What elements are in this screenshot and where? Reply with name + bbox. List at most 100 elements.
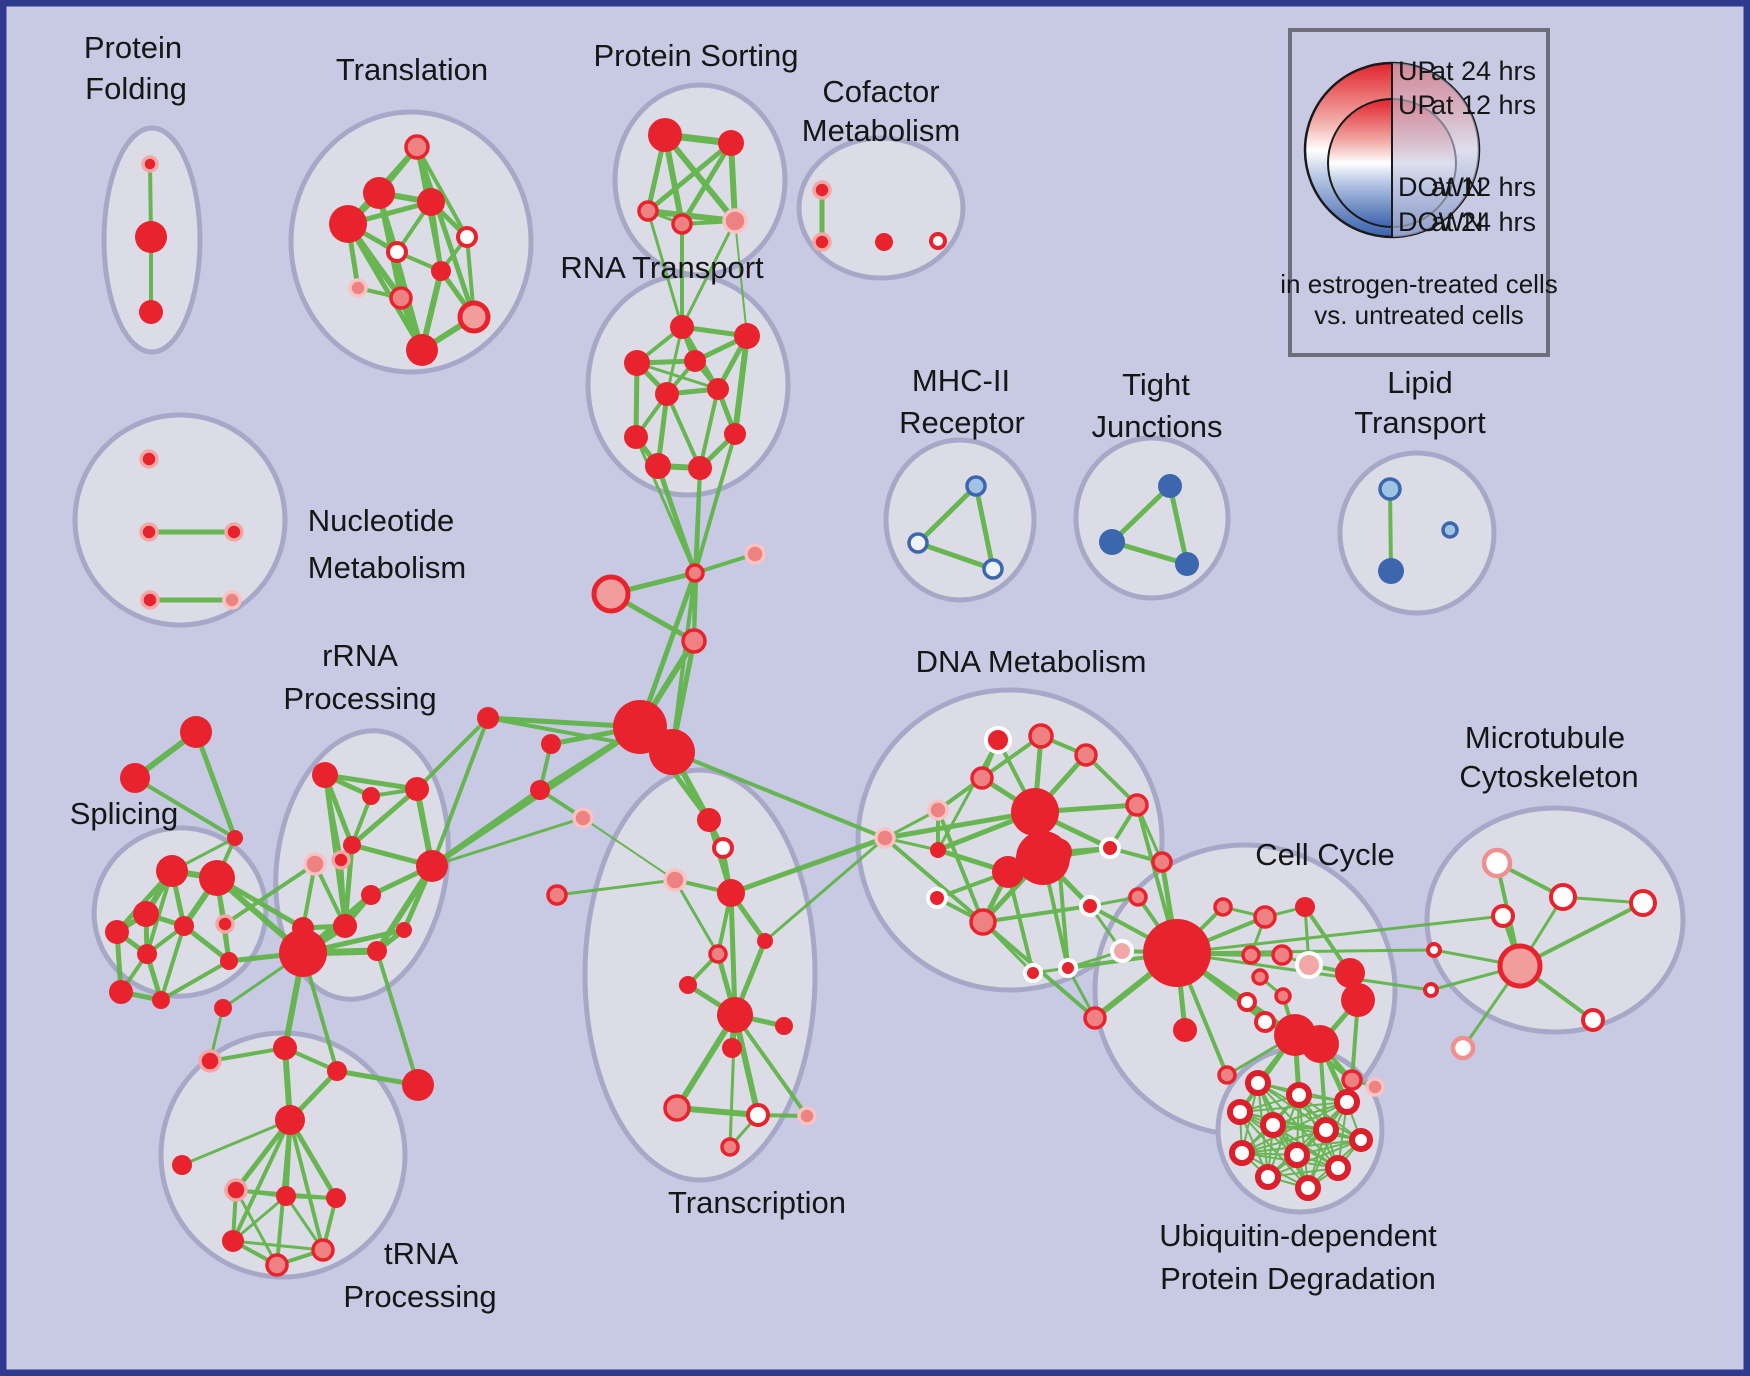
node-cc0 [1143,919,1211,987]
edge-sp8-sp9 [159,959,231,1002]
node-ps3 [671,213,693,235]
legend-time-2: at 12 hrs [1431,172,1536,202]
edge-tj0-tj2 [1167,483,1190,567]
node-cc16 [1341,1069,1363,1091]
cluster-translation-label-0: Translation [336,52,488,87]
node-rr5 [343,836,361,854]
cluster-cofactor-metabolism-label-0: Cofactor [822,74,939,109]
edge-ub2-ub10 [1267,1101,1348,1178]
edge-q2-q4 [555,878,677,897]
legend-direction-3: DOWN [1398,207,1483,237]
edge-d0-q3 [728,835,888,896]
node-h7 [744,543,766,565]
node-q1 [712,837,734,859]
cluster-transcription-label-0: Transcription [668,1185,846,1220]
node-s1 [120,763,150,793]
node-q9 [775,1017,793,1035]
node-h8 [681,628,707,654]
node-dc0 [1083,1006,1107,1030]
node-tj2 [1175,552,1199,576]
edge-cc0-m2 [1175,914,1505,955]
cluster-ubiquitin-degradation-label-0: Ubiquitin-dependent [1159,1218,1437,1253]
node-ps1 [718,130,744,156]
node-tr4 [402,1069,434,1101]
edge-d0-d7 [882,809,1038,841]
cluster-lipid-transport-ellipse [1337,450,1497,616]
cluster-lipid-transport-label-0: Lipid [1387,365,1453,400]
node-t7 [348,278,368,298]
cluster-rna-transport-ellipse [585,272,791,498]
node-cc10 [1274,987,1292,1005]
node-q14 [720,1137,740,1157]
cluster-trna-processing-ellipse [158,1030,408,1280]
cluster-nucleotide-metabolism-label-0: Nucleotide [308,503,454,538]
edge-ps2-ps4 [645,208,738,224]
edge-tr5-tr12 [288,1118,325,1252]
node-d11 [1125,793,1149,817]
node-h5 [591,574,631,614]
node-mh0 [965,475,987,497]
edge-rt2-rt5 [635,361,720,391]
node-sp5 [137,944,157,964]
node-ps4 [722,208,748,234]
edge-d3-d11 [1084,753,1139,807]
node-q0 [697,808,721,832]
cluster-microtubule-cytoskeleton-label-0: Microtubule [1465,720,1625,755]
node-q6 [679,976,697,994]
node-cc17 [1365,1077,1385,1097]
node-sp1 [199,860,235,896]
edge-d0-h1 [670,750,887,840]
node-nm0 [139,449,159,469]
edge-rr2-rr5 [349,786,420,848]
node-cc5 [1341,983,1375,1017]
node-ub5 [1313,1117,1339,1143]
nodes [105,118,1657,1277]
node-rr4 [303,852,327,876]
edge-d0-q7 [763,836,887,943]
cluster-mhc-ii-receptor-label-0: MHC-II [912,363,1010,398]
node-ub10 [1255,1164,1281,1190]
node-rt2 [624,350,650,376]
node-cc12 [1254,1011,1276,1033]
node-cc9 [1251,968,1269,986]
edge-h4-rr6 [430,816,585,868]
edge-d0-d13 [883,836,985,924]
edge-g0-rr2 [415,716,490,791]
cluster-protein-folding-label-0: Protein [84,30,182,65]
edge-ub6-ub10 [1267,1139,1362,1178]
edge-rt9-h6 [693,432,737,575]
cluster-rrna-processing-label-0: rRNA [322,638,398,673]
node-rt3 [684,350,706,372]
edge-tr5-tr10 [231,1118,292,1243]
node-d18 [1128,887,1148,907]
node-m9 [1450,1035,1476,1061]
node-rr7 [361,885,381,905]
node-tr3 [327,1061,347,1081]
node-nm3 [140,590,160,610]
node-q13 [797,1106,817,1126]
edge-ps4-rt0 [680,219,737,329]
node-cc15 [1173,1018,1197,1042]
node-cc7 [1271,944,1293,966]
cluster-cell-cycle-label-0: Cell Cycle [1255,837,1395,872]
cluster-tight-junctions-ellipse [1073,435,1231,601]
node-rt7 [645,453,671,479]
cluster-cofactor-metabolism-label-1: Metabolism [802,113,961,148]
edge-q2-q5 [673,878,720,956]
node-d16 [1044,838,1072,866]
cluster-ubiquitin-degradation-label-1: Protein Degradation [1160,1261,1436,1296]
edge-q8-q13 [733,1013,809,1118]
edge-ub2-ub11 [1307,1101,1348,1189]
node-ub4 [1260,1112,1286,1138]
node-d0 [874,827,896,849]
node-q4 [546,884,568,906]
node-q5 [708,944,728,964]
node-dh2 [1023,963,1043,983]
node-cm3 [929,232,947,250]
node-cc4 [1335,958,1365,988]
node-pf0 [141,155,159,173]
node-cm1 [812,232,832,252]
node-lp0 [1378,477,1402,501]
node-t10 [406,334,438,366]
